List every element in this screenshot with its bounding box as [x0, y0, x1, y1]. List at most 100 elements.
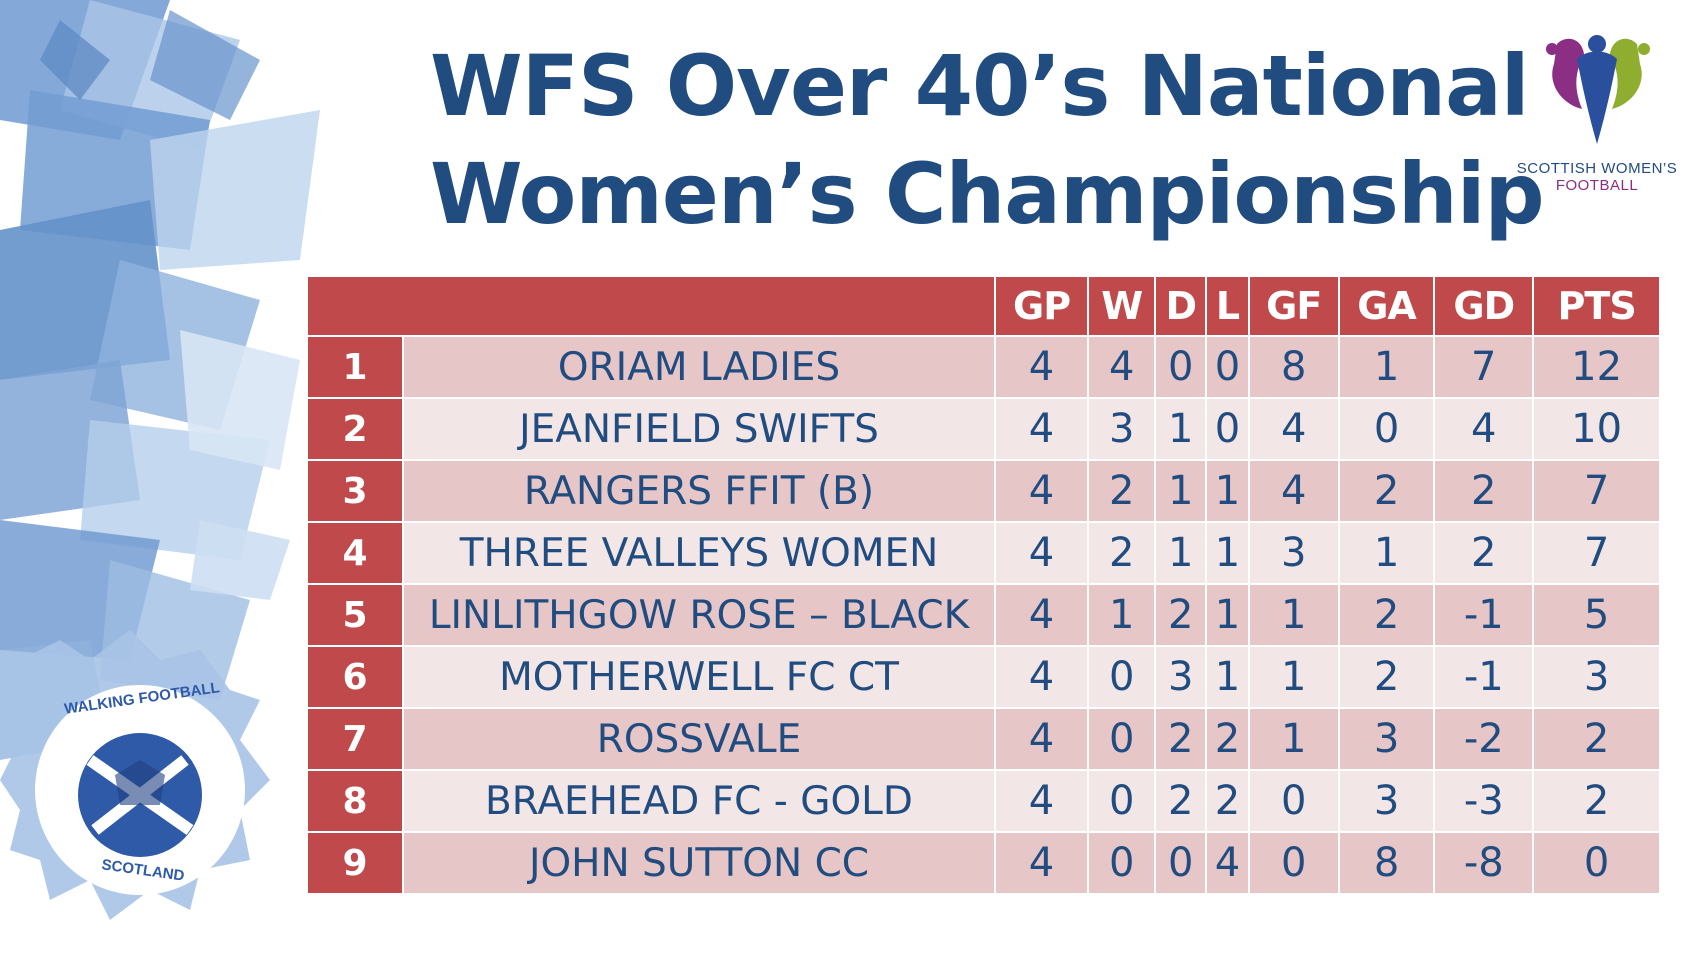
header-ga: GA [1339, 277, 1434, 335]
d-cell: 1 [1156, 461, 1206, 521]
pts-cell: 0 [1534, 833, 1659, 893]
table-row: 1 ORIAM LADIES 4 4 0 0 8 1 7 12 [308, 337, 1659, 397]
w-cell: 1 [1089, 585, 1155, 645]
position-cell: 7 [308, 709, 402, 769]
d-cell: 0 [1156, 833, 1206, 893]
l-cell: 2 [1207, 771, 1248, 831]
gf-cell: 8 [1249, 337, 1338, 397]
gf-cell: 1 [1249, 709, 1338, 769]
table-row: 2 JEANFIELD SWIFTS 4 3 1 0 4 0 4 10 [308, 399, 1659, 459]
gd-cell: -1 [1435, 647, 1533, 707]
title-line-1: WFS Over 40’s National [430, 37, 1530, 135]
l-cell: 1 [1207, 523, 1248, 583]
swf-emblem-icon [1546, 35, 1650, 144]
gp-cell: 4 [996, 399, 1088, 459]
ga-cell: 3 [1339, 709, 1434, 769]
position-cell: 6 [308, 647, 402, 707]
header-d: D [1156, 277, 1206, 335]
w-cell: 0 [1089, 833, 1155, 893]
ga-cell: 1 [1339, 337, 1434, 397]
gp-cell: 4 [996, 337, 1088, 397]
gd-cell: -2 [1435, 709, 1533, 769]
w-cell: 0 [1089, 647, 1155, 707]
team-name-cell: RANGERS FFIT (B) [404, 461, 994, 521]
table-row: 4 THREE VALLEYS WOMEN 4 2 1 1 3 1 2 7 [308, 523, 1659, 583]
l-cell: 0 [1207, 399, 1248, 459]
ga-cell: 3 [1339, 771, 1434, 831]
team-name-cell: MOTHERWELL FC CT [404, 647, 994, 707]
table-row: 8 BRAEHEAD FC - GOLD 4 0 2 2 0 3 -3 2 [308, 771, 1659, 831]
w-cell: 0 [1089, 771, 1155, 831]
gf-cell: 1 [1249, 647, 1338, 707]
d-cell: 2 [1156, 771, 1206, 831]
pts-cell: 12 [1534, 337, 1659, 397]
d-cell: 0 [1156, 337, 1206, 397]
table-row: 7 ROSSVALE 4 0 2 2 1 3 -2 2 [308, 709, 1659, 769]
gf-cell: 4 [1249, 399, 1338, 459]
gp-cell: 4 [996, 523, 1088, 583]
team-name-cell: THREE VALLEYS WOMEN [404, 523, 994, 583]
w-cell: 2 [1089, 523, 1155, 583]
ga-cell: 8 [1339, 833, 1434, 893]
swf-logo-line-2: FOOTBALL [1555, 177, 1639, 194]
d-cell: 2 [1156, 585, 1206, 645]
l-cell: 2 [1207, 709, 1248, 769]
ga-cell: 0 [1339, 399, 1434, 459]
table-row: 6 MOTHERWELL FC CT 4 0 3 1 1 2 -1 3 [308, 647, 1659, 707]
title-line-2: Women’s Championship [430, 145, 1545, 243]
l-cell: 1 [1207, 647, 1248, 707]
team-name-cell: LINLITHGOW ROSE – BLACK [404, 585, 994, 645]
header-pts: PTS [1534, 277, 1659, 335]
l-cell: 4 [1207, 833, 1248, 893]
team-name-cell: JOHN SUTTON CC [404, 833, 994, 893]
gf-cell: 0 [1249, 833, 1338, 893]
header-gp: GP [996, 277, 1088, 335]
header-w: W [1089, 277, 1155, 335]
page-title: WFS Over 40’s National Women’s Champions… [430, 32, 1545, 248]
team-name-cell: ORIAM LADIES [404, 337, 994, 397]
ga-cell: 2 [1339, 647, 1434, 707]
l-cell: 1 [1207, 585, 1248, 645]
gd-cell: -8 [1435, 833, 1533, 893]
swf-logo-line-1: SCOTTISH WOMEN’S [1516, 160, 1678, 177]
gf-cell: 4 [1249, 461, 1338, 521]
pts-cell: 7 [1534, 461, 1659, 521]
gd-cell: -1 [1435, 585, 1533, 645]
ga-cell: 2 [1339, 461, 1434, 521]
gp-cell: 4 [996, 709, 1088, 769]
position-cell: 2 [308, 399, 402, 459]
table-row: 5 LINLITHGOW ROSE – BLACK 4 1 2 1 1 2 -1… [308, 585, 1659, 645]
header-gd: GD [1435, 277, 1533, 335]
gd-cell: 2 [1435, 523, 1533, 583]
table-row: 9 JOHN SUTTON CC 4 0 0 4 0 8 -8 0 [308, 833, 1659, 893]
header-blank [308, 277, 994, 335]
w-cell: 2 [1089, 461, 1155, 521]
gf-cell: 3 [1249, 523, 1338, 583]
w-cell: 3 [1089, 399, 1155, 459]
d-cell: 2 [1156, 709, 1206, 769]
decorative-background-shapes [0, 0, 320, 920]
gf-cell: 1 [1249, 585, 1338, 645]
gp-cell: 4 [996, 771, 1088, 831]
team-name-cell: ROSSVALE [404, 709, 994, 769]
gd-cell: 7 [1435, 337, 1533, 397]
position-cell: 3 [308, 461, 402, 521]
l-cell: 1 [1207, 461, 1248, 521]
header-gf: GF [1249, 277, 1338, 335]
walking-football-logo [0, 630, 270, 920]
gp-cell: 4 [996, 585, 1088, 645]
position-cell: 4 [308, 523, 402, 583]
gp-cell: 4 [996, 833, 1088, 893]
table-header-row: GP W D L GF GA GD PTS [308, 277, 1659, 335]
gd-cell: 2 [1435, 461, 1533, 521]
ga-cell: 1 [1339, 523, 1434, 583]
team-name-cell: BRAEHEAD FC - GOLD [404, 771, 994, 831]
league-table: GP W D L GF GA GD PTS 1 ORIAM LADIES 4 4… [306, 275, 1661, 895]
team-name-cell: JEANFIELD SWIFTS [404, 399, 994, 459]
position-cell: 8 [308, 771, 402, 831]
pts-cell: 3 [1534, 647, 1659, 707]
pts-cell: 5 [1534, 585, 1659, 645]
header-l: L [1207, 277, 1248, 335]
d-cell: 3 [1156, 647, 1206, 707]
w-cell: 4 [1089, 337, 1155, 397]
